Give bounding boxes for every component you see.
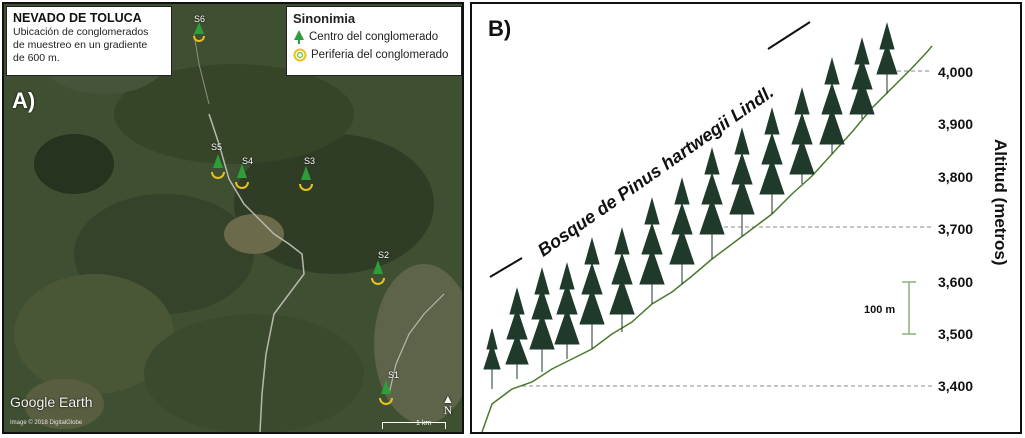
legend-item-periphery: Periferia del conglomerado	[293, 48, 455, 62]
y-tick-3800: 3,800	[938, 169, 974, 185]
y-tick-4000: 4,000	[938, 64, 974, 80]
site-label-s6: S6	[194, 14, 206, 24]
altitude-diagram-panel: B) Bo	[470, 2, 1022, 434]
y-tick-3700: 3,700	[938, 221, 974, 237]
y-tick-3500: 3,500	[938, 326, 974, 342]
site-marker-s1[interactable]	[376, 380, 396, 412]
north-arrow-icon: ▲	[442, 392, 454, 406]
slope-diagram	[481, 21, 933, 432]
forest-dash-left	[489, 257, 523, 278]
legend-item-label: Periferia del conglomerado	[311, 49, 449, 61]
map-scale-bar	[382, 422, 446, 429]
map-scale-label: 1 km	[416, 420, 432, 427]
satellite-map-panel: NEVADO DE TOLUCA Ubicación de conglomera…	[2, 2, 464, 434]
north-arrow: ▲ N	[442, 392, 454, 417]
google-earth-watermark: Google Earth	[10, 394, 93, 410]
site-marker-s2[interactable]	[368, 260, 388, 290]
map-subtitle-line-2: de muestreo en un gradiente	[13, 39, 148, 51]
y-axis-label: Altitud (metros)	[991, 139, 1010, 266]
map-title-box: NEVADO DE TOLUCA Ubicación de conglomera…	[6, 6, 172, 76]
legend-title: Sinonimia	[293, 11, 356, 26]
forest-dash-right	[767, 21, 811, 50]
y-tick-3400: 3,400	[938, 378, 974, 394]
legend-item-label: Centro del conglomerado	[309, 31, 439, 43]
map-title: NEVADO DE TOLUCA	[13, 11, 142, 25]
site-marker-s5[interactable]	[208, 154, 228, 184]
pine-trees	[483, 22, 898, 389]
tree-icon	[294, 30, 304, 44]
site-label-s5: S5	[211, 142, 223, 152]
site-marker-s3[interactable]	[296, 166, 316, 196]
y-tick-3600: 3,600	[938, 274, 974, 290]
site-label-s2: S2	[378, 250, 390, 260]
site-label-s1: S1	[388, 370, 400, 380]
site-marker-s6[interactable]	[189, 22, 209, 46]
panel-a-label: A)	[12, 88, 36, 113]
ring-icon	[293, 48, 307, 62]
site-label-s4: S4	[242, 156, 254, 166]
map-subtitle-line-3: de 600 m.	[13, 52, 60, 64]
panel-b-label: B)	[488, 16, 512, 41]
y-tick-3900: 3,900	[938, 116, 974, 132]
legend-item-center: Centro del conglomerado	[293, 30, 455, 44]
imagery-credit: Image © 2018 DigitalGlobe	[10, 420, 83, 426]
map-subtitle-line-1: Ubicación de conglomerados	[13, 26, 149, 38]
site-label-s3: S3	[304, 156, 316, 166]
site-marker-s4[interactable]	[232, 164, 252, 194]
north-label: N	[443, 403, 453, 417]
map-legend: Sinonimia Centro del conglomerado Perife…	[286, 6, 462, 76]
scalebar-label: 100 m	[864, 304, 896, 316]
